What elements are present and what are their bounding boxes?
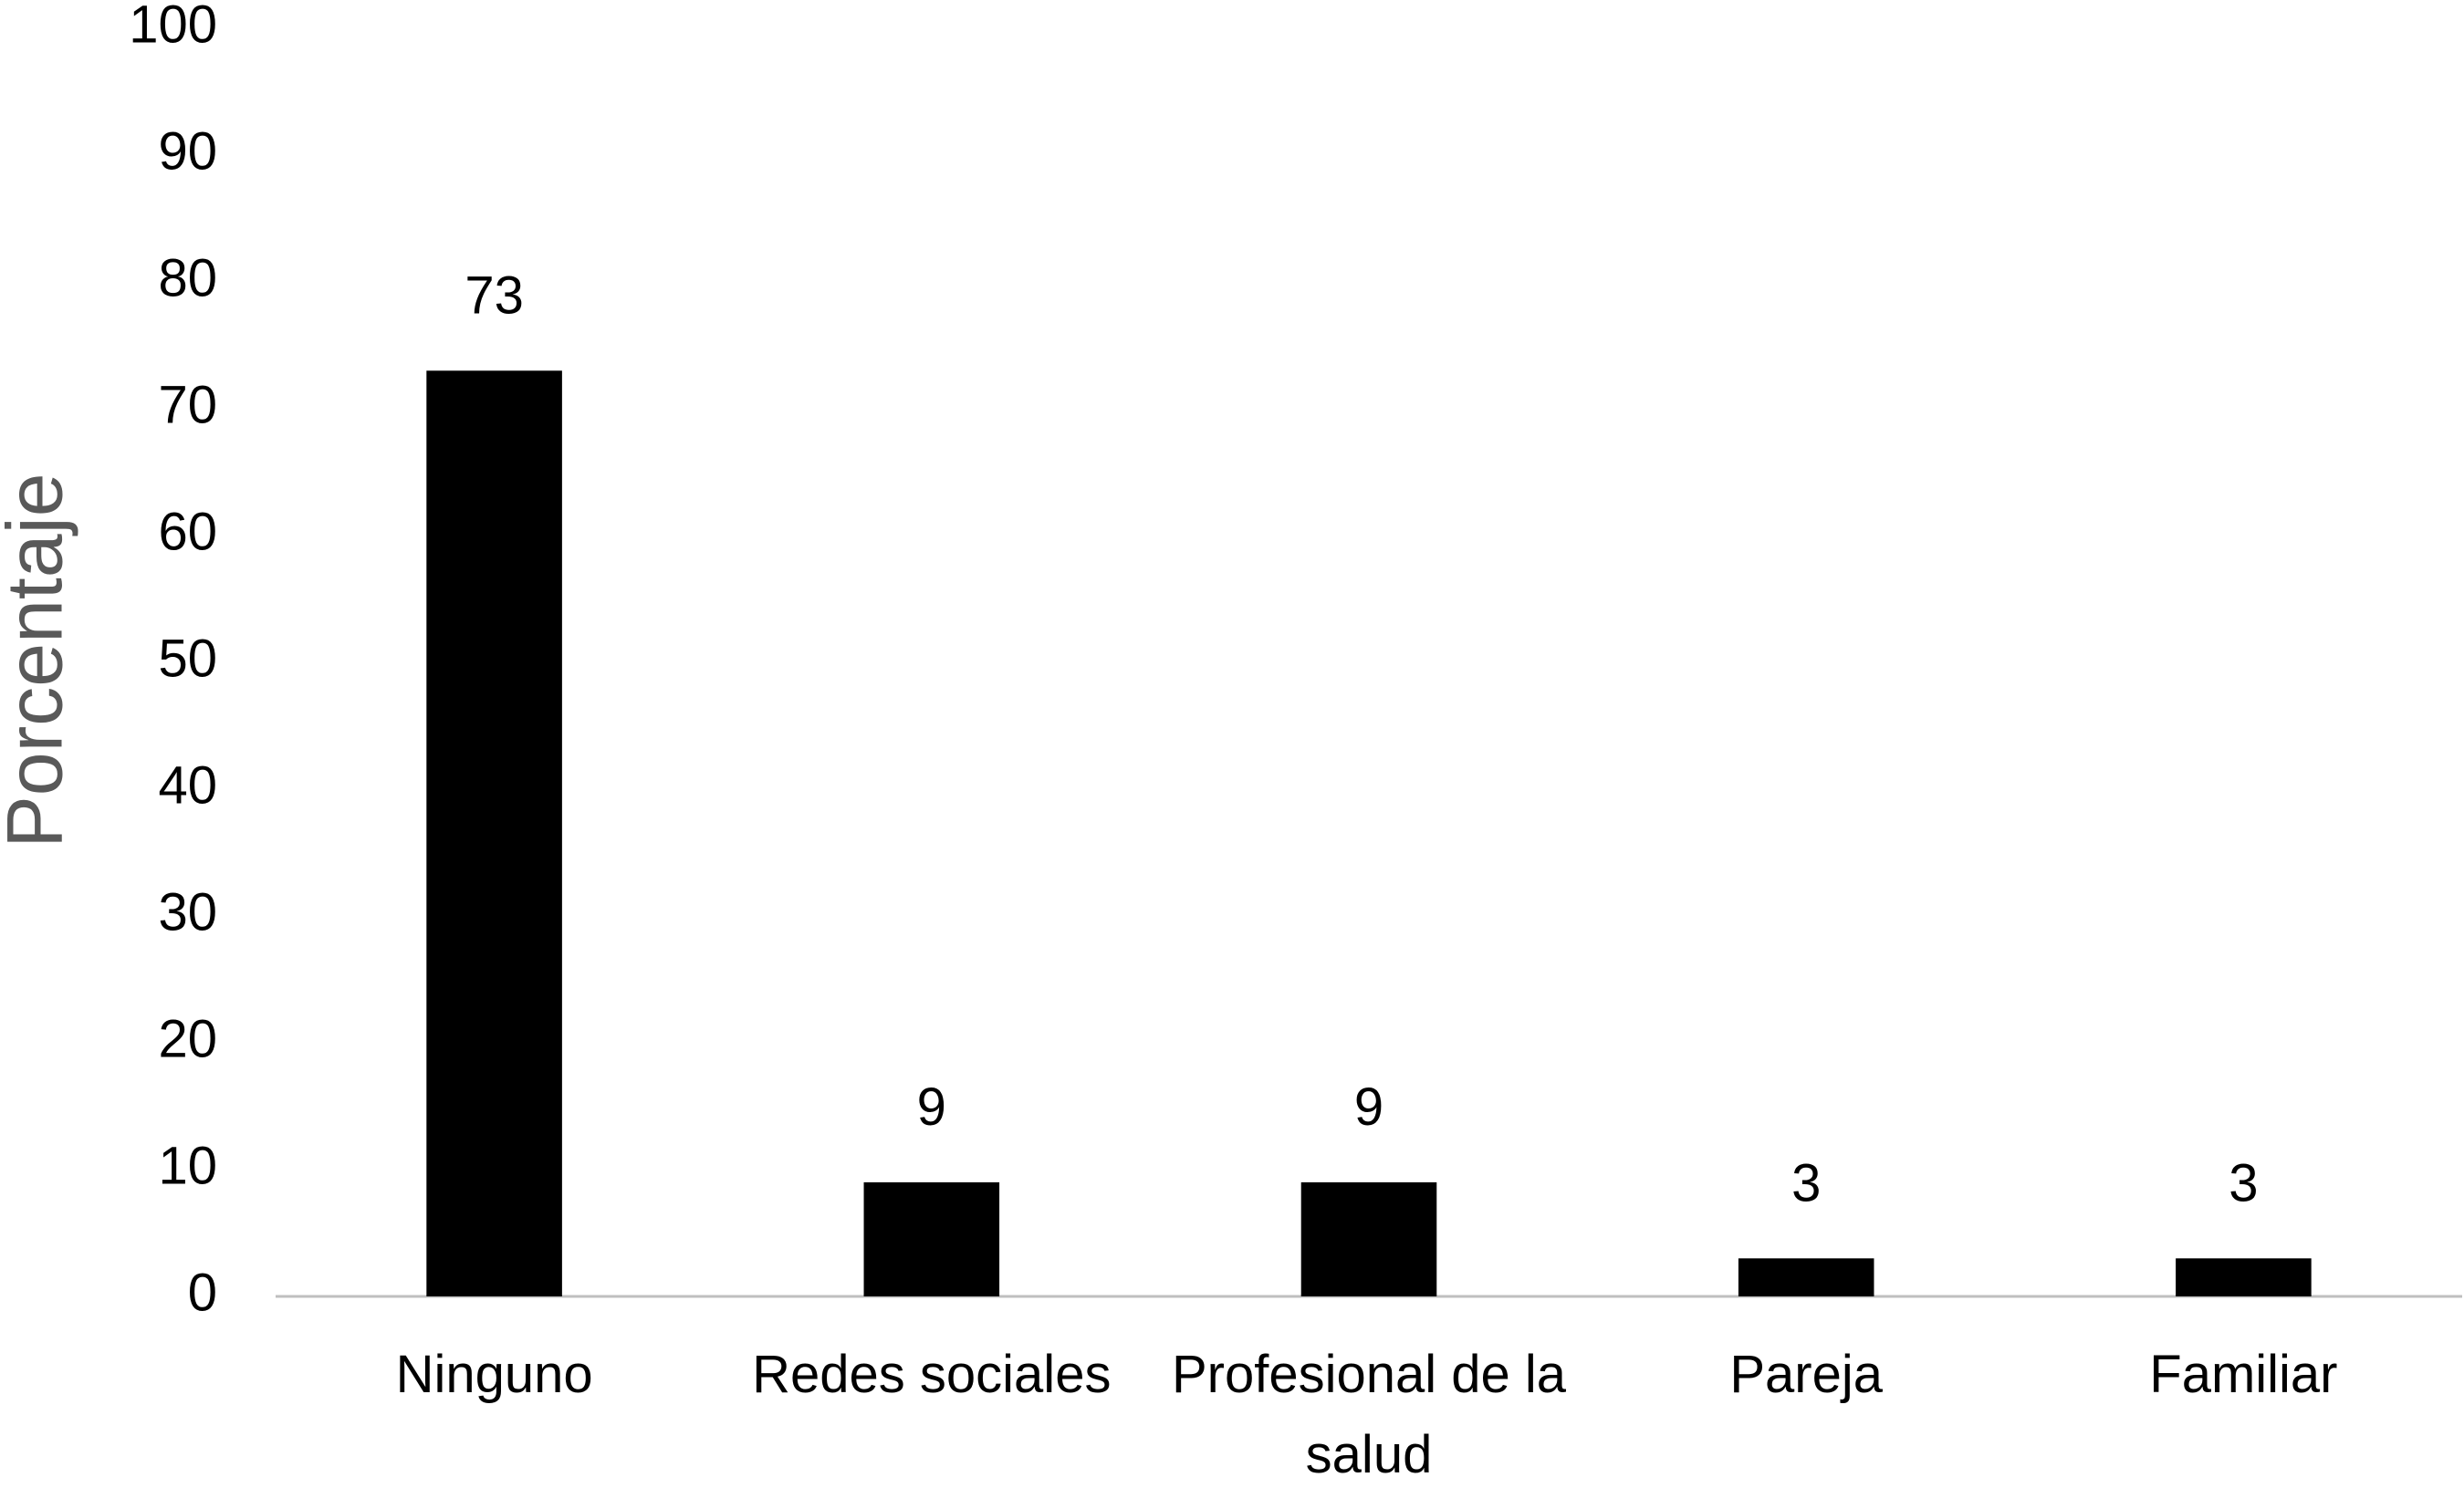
y-tick-label: 0 bbox=[188, 1263, 217, 1322]
data-label: 9 bbox=[917, 1077, 946, 1137]
bar bbox=[863, 1181, 1000, 1296]
data-label: 3 bbox=[2229, 1154, 2258, 1213]
y-tick-label: 80 bbox=[158, 248, 217, 307]
y-tick-label: 50 bbox=[158, 629, 217, 688]
y-tick-label: 10 bbox=[158, 1136, 217, 1195]
y-tick-label: 90 bbox=[158, 121, 217, 181]
y-tick-label: 60 bbox=[158, 502, 217, 561]
y-tick-label: 20 bbox=[158, 1009, 217, 1068]
y-tick-label: 70 bbox=[158, 375, 217, 434]
bar bbox=[1300, 1181, 1437, 1296]
x-tick-label: Profesional de la salud bbox=[1171, 1345, 1567, 1484]
x-tick-label: Redes sociales bbox=[752, 1345, 1112, 1404]
data-label: 9 bbox=[1354, 1077, 1383, 1137]
y-axis-title: Porcentaje bbox=[0, 473, 79, 848]
y-tick-label: 40 bbox=[158, 755, 217, 815]
y-tick-label: 30 bbox=[158, 882, 217, 942]
bar bbox=[426, 370, 562, 1296]
x-tick-label: Familiar bbox=[2149, 1345, 2338, 1404]
data-label: 73 bbox=[465, 266, 524, 326]
x-tick-label: Ninguno bbox=[395, 1345, 593, 1404]
bar bbox=[2176, 1258, 2312, 1296]
data-label: 3 bbox=[1791, 1154, 1821, 1213]
y-tick-label: 100 bbox=[129, 0, 217, 54]
bar bbox=[1738, 1258, 1874, 1296]
x-tick-label: Pareja bbox=[1729, 1345, 1884, 1404]
